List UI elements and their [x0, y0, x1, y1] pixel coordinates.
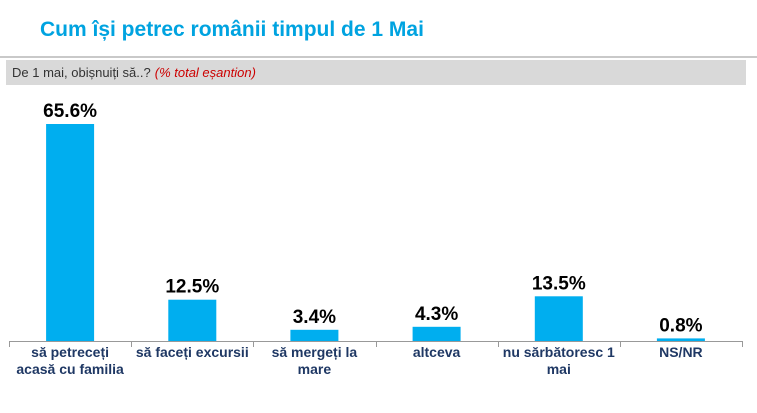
bar-value-label: 0.8% — [659, 315, 702, 336]
bar-value-label: 12.5% — [165, 277, 219, 298]
bar — [290, 329, 339, 341]
bar-value-label: 65.6% — [43, 101, 97, 122]
bar — [656, 338, 705, 341]
question-note: (% total eșantion) — [154, 65, 256, 80]
bar-value-label: 3.4% — [293, 307, 336, 328]
question-text: De 1 mai, obișnuiți să..? — [12, 65, 151, 80]
category-label: să mergeți la mare — [271, 344, 358, 377]
bar-value-label: 13.5% — [532, 273, 586, 294]
bar — [412, 326, 461, 341]
bar-value-label: 4.3% — [415, 304, 458, 325]
title-divider — [0, 56, 757, 58]
bar — [534, 296, 583, 341]
category-label: NS/NR — [659, 344, 703, 360]
category-label: nu sărbătoresc 1 mai — [502, 344, 615, 377]
question-banner: De 1 mai, obișnuiți să..? (% total eșanti… — [6, 60, 746, 85]
category-label: să petreceți acasă cu familia — [16, 344, 124, 377]
category-label: să faceți excursii — [135, 344, 249, 360]
bar — [46, 124, 95, 341]
category-label: altceva — [412, 344, 461, 360]
bar — [168, 299, 217, 341]
chart-title: Cum își petrec românii timpul de 1 Mai — [40, 18, 424, 41]
